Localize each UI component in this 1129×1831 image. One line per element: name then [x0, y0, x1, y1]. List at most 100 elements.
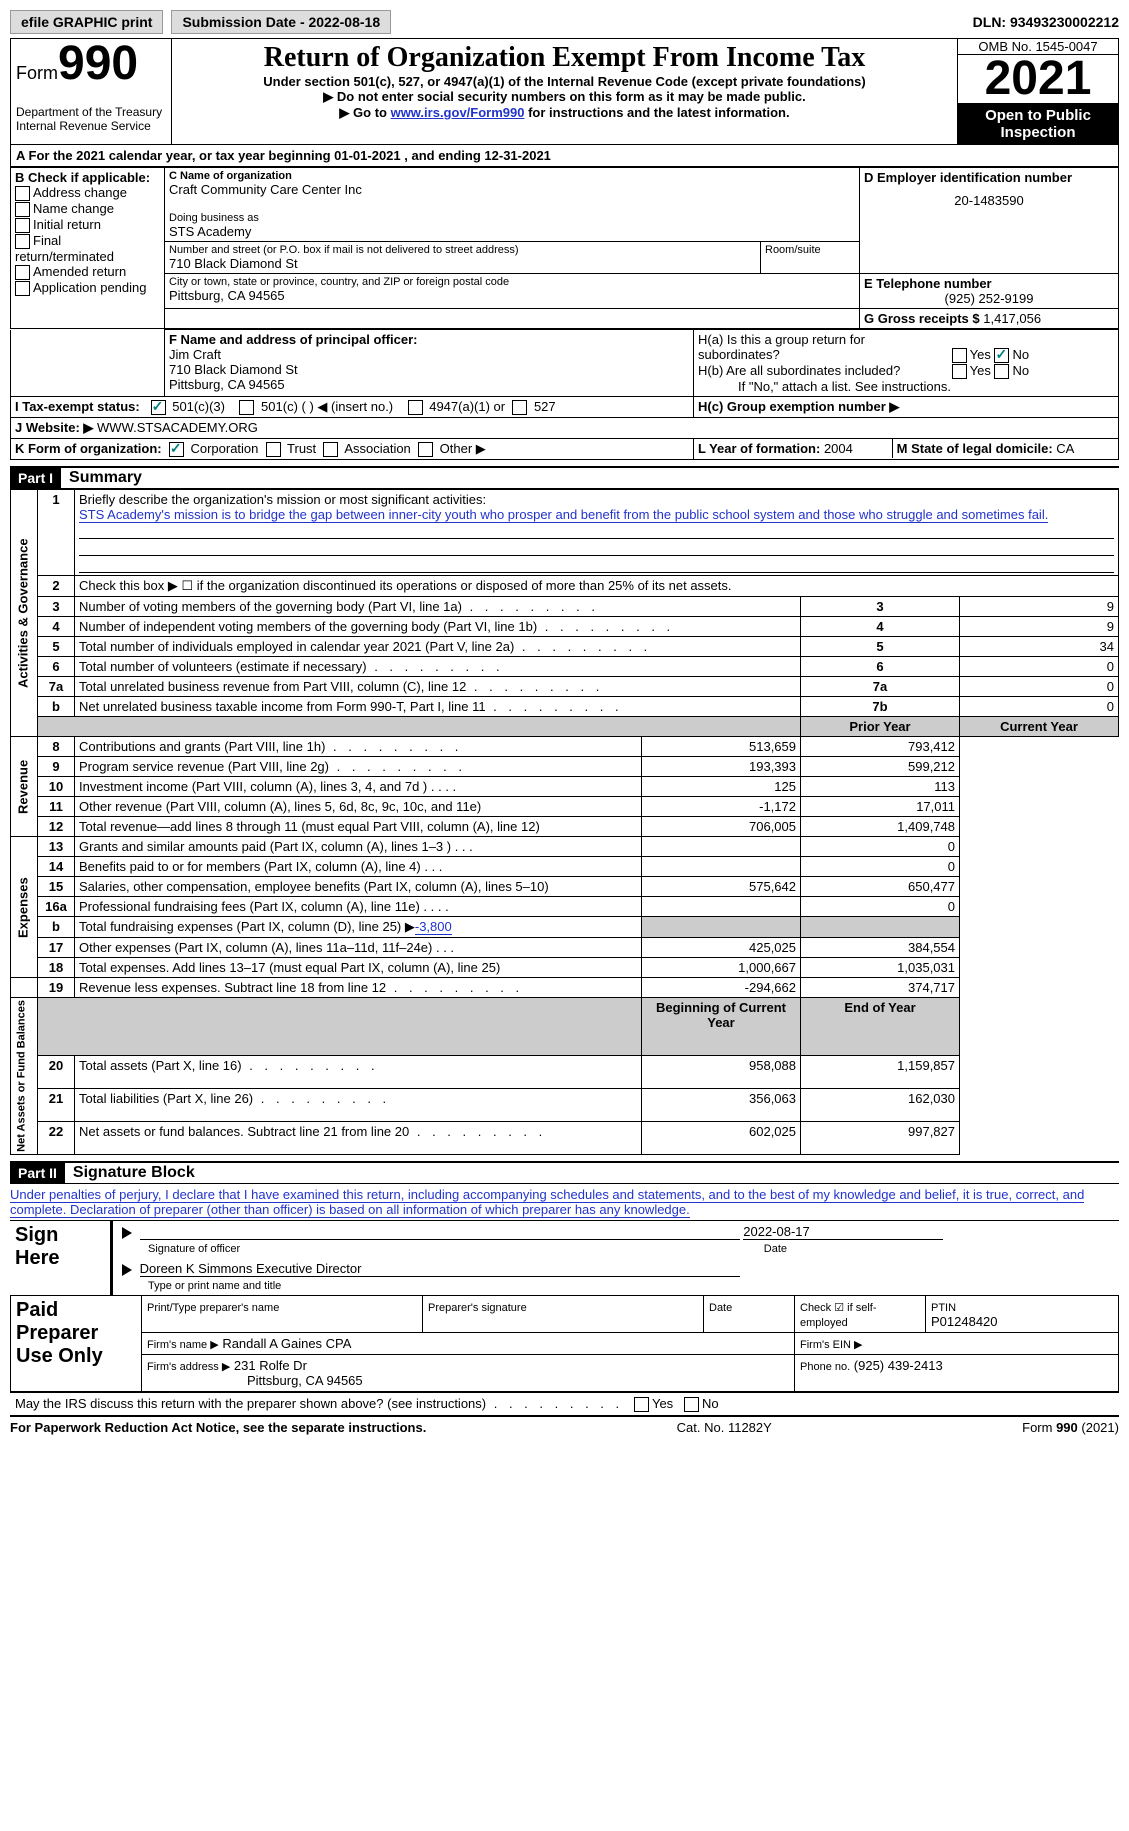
l10c: 113 — [801, 777, 960, 797]
ha-no[interactable] — [994, 348, 1009, 363]
vlabel-rev: Revenue — [11, 737, 38, 837]
firm-name-label: Firm's name ▶ — [147, 1339, 219, 1351]
ein-value: 20-1483590 — [864, 193, 1114, 208]
top-bar: efile GRAPHIC print Submission Date - 20… — [10, 10, 1119, 34]
cb-corp[interactable] — [169, 442, 184, 457]
firm-addr: 231 Rolfe Dr — [234, 1358, 307, 1373]
hb-no[interactable] — [994, 364, 1009, 379]
date-label: Date — [709, 1302, 732, 1314]
dept-label: Department of the Treasury Internal Reve… — [16, 105, 166, 133]
current-year-hdr: Current Year — [960, 717, 1119, 737]
dba-label: Doing business as — [169, 212, 855, 224]
name-label: C Name of organization — [169, 170, 855, 182]
l14: Benefits paid to or for members (Part IX… — [79, 859, 421, 874]
cb-app-pending[interactable]: Application pending — [15, 280, 160, 296]
l10p: 125 — [642, 777, 801, 797]
l21c: 162,030 — [801, 1089, 960, 1122]
year-formation: 2004 — [824, 441, 853, 456]
phone-no: (925) 439-2413 — [854, 1358, 943, 1373]
l20: Total assets (Part X, line 16) — [79, 1058, 379, 1073]
cb-trust[interactable] — [266, 442, 281, 457]
efile-print-button[interactable]: efile GRAPHIC print — [10, 10, 163, 34]
note-link: ▶ Go to www.irs.gov/Form990 for instruct… — [177, 105, 952, 121]
l17: Other expenses (Part IX, column (A), lin… — [79, 940, 432, 955]
officer-city: Pittsburg, CA 94565 — [169, 377, 689, 392]
cb-501c3[interactable] — [151, 400, 166, 415]
identity-table: B Check if applicable: Address change Na… — [10, 167, 1119, 329]
l5: Total number of individuals employed in … — [79, 639, 651, 654]
l5v: 34 — [960, 637, 1119, 657]
discuss-row: May the IRS discuss this return with the… — [10, 1392, 1119, 1415]
l20c: 1,159,857 — [801, 1056, 960, 1089]
l19p: -294,662 — [642, 978, 801, 998]
l4: Number of independent voting members of … — [79, 619, 674, 634]
l16b: Total fundraising expenses (Part IX, col… — [79, 919, 415, 934]
l21: Total liabilities (Part X, line 26) — [79, 1091, 390, 1106]
begin-year-hdr: Beginning of Current Year — [642, 998, 801, 1056]
sign-here-label: Sign Here — [10, 1221, 112, 1295]
city-value: Pittsburg, CA 94565 — [169, 288, 855, 303]
sign-date: 2022-08-17 — [743, 1224, 810, 1239]
firm-addr-label: Firm's address ▶ — [147, 1361, 230, 1373]
preparer-label: Paid Preparer Use Only — [11, 1296, 142, 1392]
officer-label: F Name and address of principal officer: — [169, 332, 689, 347]
l7bv: 0 — [960, 697, 1119, 717]
discuss-yes[interactable] — [634, 1397, 649, 1412]
l6: Total number of volunteers (estimate if … — [79, 659, 504, 674]
officer-name: Jim Craft — [169, 347, 689, 362]
l12p: 706,005 — [642, 817, 801, 837]
cb-final-return[interactable]: Final return/terminated — [15, 233, 160, 264]
l16bv: -3,800 — [415, 919, 452, 935]
l7b: Net unrelated business taxable income fr… — [79, 699, 623, 714]
cb-527[interactable] — [512, 400, 527, 415]
l12c: 1,409,748 — [801, 817, 960, 837]
l6v: 0 — [960, 657, 1119, 677]
cb-other[interactable] — [418, 442, 433, 457]
firm-name: Randall A Gaines CPA — [222, 1336, 351, 1351]
l18p: 1,000,667 — [642, 958, 801, 978]
open-public-label: Open to Public Inspection — [958, 104, 1119, 145]
l14c: 0 — [801, 857, 960, 877]
tax-exempt-label: I Tax-exempt status: — [15, 399, 140, 414]
l16ap — [642, 897, 801, 917]
vlabel-net: Net Assets or Fund Balances — [11, 998, 38, 1155]
cb-501c[interactable] — [239, 400, 254, 415]
l11c: 17,011 — [801, 797, 960, 817]
cb-4947[interactable] — [408, 400, 423, 415]
vlabel-gov: Activities & Governance — [11, 490, 38, 737]
l8c: 793,412 — [801, 737, 960, 757]
l3v: 9 — [960, 597, 1119, 617]
irs-link[interactable]: www.irs.gov/Form990 — [391, 105, 525, 120]
street-label: Number and street (or P.O. box if mail i… — [169, 244, 756, 256]
l8: Contributions and grants (Part VIII, lin… — [79, 739, 462, 754]
arrow-icon — [122, 1227, 132, 1239]
date-label: Date — [764, 1243, 787, 1255]
website-label: J Website: ▶ — [15, 420, 93, 435]
officer-street: 710 Black Diamond St — [169, 362, 689, 377]
part1-header: Part I Summary — [10, 466, 1119, 489]
ha-yes[interactable] — [952, 348, 967, 363]
footer-row: For Paperwork Reduction Act Notice, see … — [10, 1415, 1119, 1435]
end-year-hdr: End of Year — [801, 998, 960, 1056]
submission-date-button[interactable]: Submission Date - 2022-08-18 — [171, 10, 391, 34]
cb-amended-return[interactable]: Amended return — [15, 264, 160, 280]
discuss-no[interactable] — [684, 1397, 699, 1412]
ha-row: H(a) Is this a group return for subordin… — [698, 332, 1114, 363]
l13c: 0 — [801, 837, 960, 857]
l8p: 513,659 — [642, 737, 801, 757]
preparer-table: Paid Preparer Use Only Print/Type prepar… — [10, 1295, 1119, 1392]
cb-address-change[interactable]: Address change — [15, 185, 160, 201]
l12: Total revenue—add lines 8 through 11 (mu… — [79, 819, 540, 834]
l13p — [642, 837, 801, 857]
cb-assoc[interactable] — [323, 442, 338, 457]
l7av: 0 — [960, 677, 1119, 697]
cb-initial-return[interactable]: Initial return — [15, 217, 160, 233]
cb-name-change[interactable]: Name change — [15, 201, 160, 217]
note-ssn: ▶ Do not enter social security numbers o… — [177, 89, 952, 105]
hb-yes[interactable] — [952, 364, 967, 379]
ptin-label: PTIN — [931, 1302, 956, 1314]
officer-name-label: Type or print name and title — [148, 1280, 281, 1292]
firm-ein-label: Firm's EIN ▶ — [800, 1339, 863, 1351]
tax-year: 2021 — [958, 55, 1118, 103]
l16ac: 0 — [801, 897, 960, 917]
